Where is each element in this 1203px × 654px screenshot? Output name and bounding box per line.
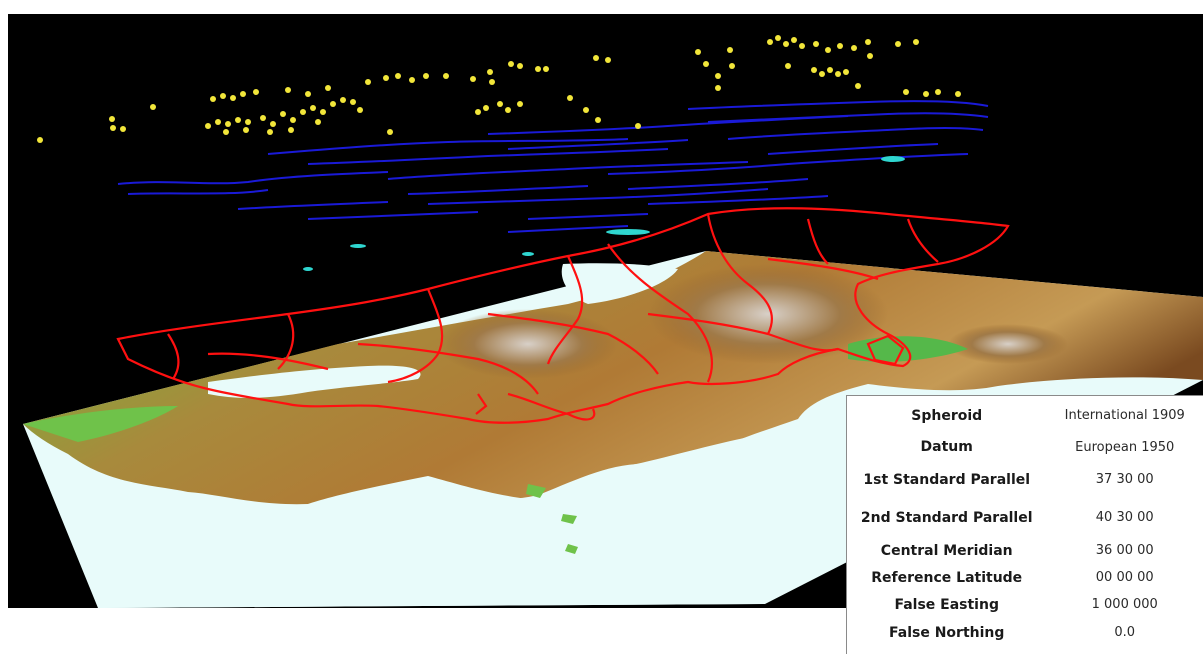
row-value: European 1950 — [1075, 439, 1175, 455]
row-label: False Easting — [894, 596, 999, 613]
row-value: 1 000 000 — [1091, 597, 1158, 612]
lines-layer — [117, 100, 989, 233]
table-row: Datum European 1950 — [847, 434, 1203, 461]
row-value: 36 00 00 — [1095, 543, 1154, 558]
row-value: 37 30 00 — [1095, 472, 1154, 487]
row-value: International 1909 — [1064, 408, 1185, 423]
table-row: 1st Standard Parallel 37 30 00 — [847, 461, 1203, 499]
row-value: 00 00 00 — [1095, 570, 1154, 585]
points-layer — [37, 35, 961, 143]
row-label: 2nd Standard Parallel — [860, 509, 1033, 526]
row-value: 0.0 — [1114, 625, 1136, 640]
table-row: Reference Latitude 00 00 00 — [847, 565, 1203, 591]
table-row: 2nd Standard Parallel 40 30 00 — [847, 499, 1203, 537]
table-row: False Northing 0.0 — [847, 619, 1203, 647]
water-highlights — [303, 156, 905, 271]
table-row: False Easting 1 000 000 — [847, 591, 1203, 619]
row-label: False Northing — [889, 624, 1005, 641]
boundaries-layer — [116, 207, 1010, 424]
row-label: Spheroid — [911, 407, 983, 424]
table-row: Central Meridian 36 00 00 — [847, 537, 1203, 565]
table-row: Spheroid International 1909 — [847, 398, 1203, 434]
row-value: 40 30 00 — [1095, 510, 1154, 525]
row-label: Datum — [920, 439, 973, 455]
projection-parameters-table: Spheroid International 1909 Datum Europe… — [846, 395, 1203, 654]
row-label: Central Meridian — [880, 542, 1013, 559]
row-label: 1st Standard Parallel — [863, 471, 1031, 488]
row-label: Reference Latitude — [871, 569, 1023, 586]
